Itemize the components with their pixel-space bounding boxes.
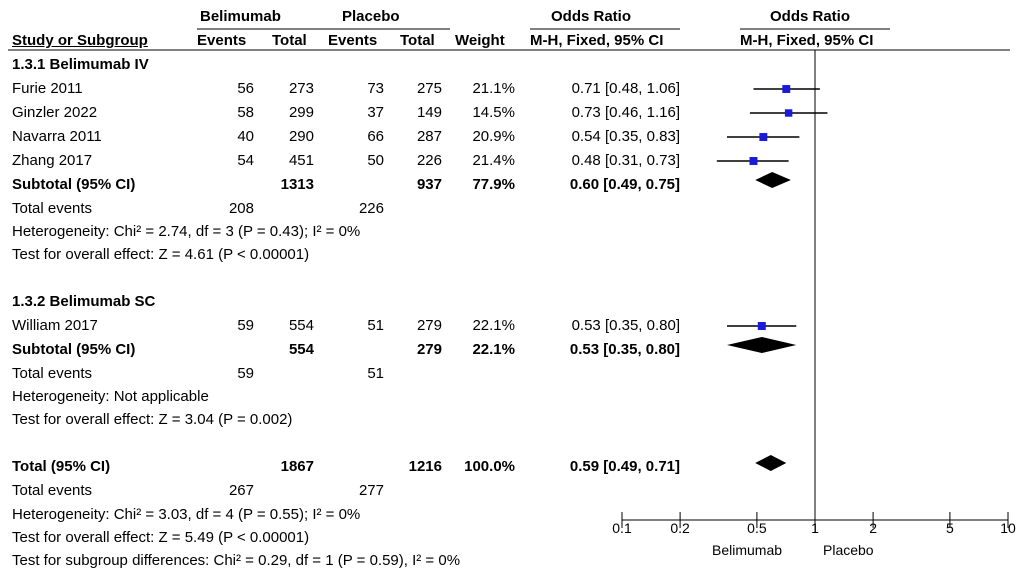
study-square — [759, 133, 768, 141]
weight: 21.4% — [472, 152, 515, 169]
total1: 290 — [288, 128, 314, 145]
x-tick-label: 10 — [1000, 520, 1016, 536]
events2-total: 277 — [358, 482, 384, 499]
summary-diamond — [755, 455, 787, 471]
events-label: Total events — [12, 200, 93, 217]
subtotal-ci: 0.60 [0.49, 0.75] — [569, 176, 680, 193]
total2: 275 — [416, 80, 442, 97]
x-tick-label: 0.2 — [670, 520, 690, 536]
study-square — [782, 85, 791, 93]
total1: 451 — [288, 152, 314, 169]
ci-text: 0.48 [0.31, 0.73] — [571, 152, 680, 169]
favours-right-label: Placebo — [823, 542, 874, 558]
events1-total: 208 — [228, 200, 254, 217]
total2: 149 — [416, 104, 442, 121]
events1-total: 267 — [228, 482, 254, 499]
study-name: Navarra 2011 — [12, 128, 102, 145]
group2-header: Placebo — [342, 8, 400, 25]
events2: 51 — [367, 317, 384, 334]
group1-header: Belimumab — [200, 8, 281, 25]
events2: 37 — [367, 104, 384, 121]
total2: 279 — [416, 317, 442, 334]
col-events2: Events — [328, 32, 378, 49]
study-name: Zhang 2017 — [12, 152, 93, 169]
col-method-plot: M-H, Fixed, 95% CI — [740, 32, 874, 49]
ci-text: 0.71 [0.48, 1.06] — [571, 80, 680, 97]
subgroup-title: 1.3.1 Belimumab IV — [12, 56, 149, 73]
summary-diamond — [727, 337, 797, 353]
x-tick-label: 0.5 — [747, 520, 767, 536]
x-tick-label: 0.1 — [612, 520, 632, 536]
subtotal-total2: 937 — [416, 176, 442, 193]
col-study: Study or Subgroup — [12, 32, 148, 49]
study-square — [757, 322, 766, 330]
x-tick-label: 1 — [811, 520, 819, 536]
ci-text: 0.53 [0.35, 0.80] — [571, 317, 680, 334]
study-square — [749, 157, 758, 165]
col-total1: Total — [272, 32, 307, 49]
total-total1: 1867 — [280, 458, 314, 475]
total-label: Total (95% CI) — [12, 458, 111, 475]
events1: 40 — [237, 128, 254, 145]
heterogeneity-text: Heterogeneity: Not applicable — [12, 388, 209, 405]
col-method: M-H, Fixed, 95% CI — [530, 32, 664, 49]
subtotal-weight: 22.1% — [472, 341, 515, 358]
subtotal-total1: 554 — [288, 341, 314, 358]
events1: 58 — [237, 104, 254, 121]
total-total2: 1216 — [408, 458, 442, 475]
study-name: Furie 2011 — [12, 80, 83, 97]
subgroup-title: 1.3.2 Belimumab SC — [12, 293, 156, 310]
total2: 287 — [416, 128, 442, 145]
events1: 56 — [237, 80, 254, 97]
total-weight: 100.0% — [464, 458, 515, 475]
events2-total: 51 — [367, 365, 384, 382]
subgroup-diff-text: Test for subgroup differences: Chi² = 0.… — [12, 552, 461, 569]
col-events1: Events — [197, 32, 247, 49]
total2: 226 — [416, 152, 442, 169]
or-header: Odds Ratio — [551, 8, 632, 25]
events2: 73 — [367, 80, 384, 97]
events1: 54 — [237, 152, 254, 169]
total1: 554 — [288, 317, 314, 334]
total1: 273 — [288, 80, 314, 97]
heterogeneity-text: Heterogeneity: Chi² = 3.03, df = 4 (P = … — [12, 506, 361, 523]
or-plot-header: Odds Ratio — [770, 8, 851, 25]
summary-diamond — [755, 172, 791, 188]
subtotal-ci: 0.53 [0.35, 0.80] — [569, 341, 680, 358]
subtotal-weight: 77.9% — [472, 176, 515, 193]
weight: 21.1% — [472, 80, 515, 97]
events2-total: 226 — [358, 200, 384, 217]
subtotal-label: Subtotal (95% CI) — [12, 341, 136, 358]
events1: 59 — [237, 317, 254, 334]
subtotal-total1: 1313 — [280, 176, 314, 193]
weight: 14.5% — [472, 104, 515, 121]
events2: 50 — [367, 152, 384, 169]
study-name: Ginzler 2022 — [12, 104, 98, 121]
events1-total: 59 — [237, 365, 254, 382]
subtotal-label: Subtotal (95% CI) — [12, 176, 136, 193]
col-total2: Total — [400, 32, 435, 49]
x-tick-label: 2 — [869, 520, 877, 536]
ci-text: 0.73 [0.46, 1.16] — [571, 104, 680, 121]
heterogeneity-text: Heterogeneity: Chi² = 2.74, df = 3 (P = … — [12, 223, 361, 240]
study-square — [784, 109, 793, 117]
events2: 66 — [367, 128, 384, 145]
events-label: Total events — [12, 482, 93, 499]
overall-effect-text: Test for overall effect: Z = 5.49 (P < 0… — [12, 529, 310, 546]
x-tick-label: 5 — [946, 520, 954, 536]
col-weight: Weight — [455, 32, 505, 49]
overall-effect-text: Test for overall effect: Z = 3.04 (P = 0… — [12, 411, 293, 428]
subtotal-total2: 279 — [416, 341, 442, 358]
total-ci: 0.59 [0.49, 0.71] — [569, 458, 680, 475]
events-label: Total events — [12, 365, 93, 382]
favours-left-label: Belimumab — [712, 542, 783, 558]
weight: 20.9% — [472, 128, 515, 145]
overall-effect-text: Test for overall effect: Z = 4.61 (P < 0… — [12, 246, 310, 263]
ci-text: 0.54 [0.35, 0.83] — [571, 128, 680, 145]
total1: 299 — [288, 104, 314, 121]
study-name: William 2017 — [12, 317, 98, 334]
weight: 22.1% — [472, 317, 515, 334]
